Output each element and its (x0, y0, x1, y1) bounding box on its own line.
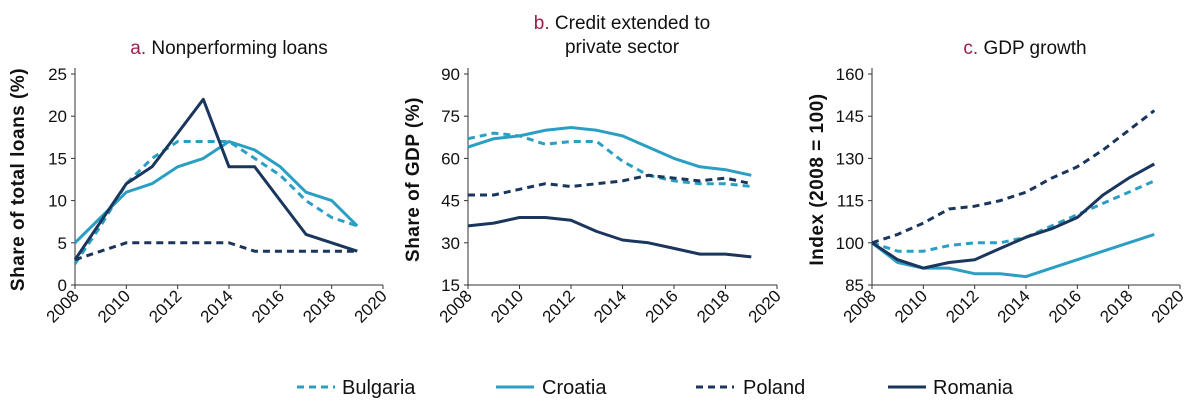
y-tick-label: 5 (58, 234, 67, 253)
series-line-romania (871, 162, 1156, 270)
y-tick-label: 20 (48, 107, 67, 126)
y-tick-label: 90 (441, 65, 460, 84)
y-tick-label: 145 (836, 107, 864, 126)
x-tick-label: 2014 (994, 286, 1034, 326)
x-tick-label: 2010 (487, 286, 527, 326)
chart-title-text: GDP growth (983, 38, 1086, 59)
panel-letter: b. (534, 13, 555, 34)
chart-title-line: a. Nonperforming loans (130, 38, 328, 59)
series-line-romania (73, 97, 358, 261)
x-tick-label: 2016 (1045, 286, 1085, 326)
y-tick-label: 0 (58, 276, 67, 295)
chart-title-text: Credit extended to (555, 13, 710, 34)
legend-label-bulgaria: Bulgaria (342, 377, 416, 399)
x-tick-label: 2016 (248, 286, 288, 326)
series-line-bulgaria (871, 179, 1155, 253)
series-line-croatia (871, 232, 1155, 279)
x-tick-label: 2008 (43, 286, 83, 326)
x-tick-label: 2016 (642, 286, 682, 326)
chart-title-line: c. GDP growth (963, 38, 1086, 59)
legend-label-poland: Poland (743, 377, 805, 399)
chart-title-line: b. Credit extended to (534, 13, 710, 34)
y-tick-label: 130 (836, 149, 864, 168)
x-tick-label: 2020 (1148, 286, 1184, 326)
legend-label-croatia: Croatia (542, 377, 607, 399)
chart-panel-2: b. Credit extended to private sector 15 30 4… (403, 13, 785, 327)
y-tick-label: 60 (441, 149, 460, 168)
chart-panel-1: a. Nonperforming loans 0 5 10 15 20 25 2008 2010… (8, 38, 391, 327)
series-line-romania (467, 216, 752, 259)
y-tick-label: 75 (441, 107, 460, 126)
y-tick-label: 15 (48, 149, 67, 168)
chart-title-line: private sector (565, 37, 680, 58)
y-tick-label: 45 (441, 192, 460, 211)
x-tick-label: 2014 (590, 286, 630, 326)
x-tick-label: 2014 (197, 286, 237, 326)
series-line-poland (871, 109, 1156, 245)
y-axis-label: Index (2008 = 100) (807, 93, 828, 265)
y-tick-label: 15 (441, 276, 460, 295)
x-tick-label: 2012 (539, 286, 579, 326)
x-tick-label: 2018 (299, 286, 339, 326)
series-line-poland (74, 241, 358, 262)
y-tick-label: 85 (845, 276, 864, 295)
legend-label-romania: Romania (933, 377, 1014, 399)
x-tick-label: 2012 (145, 286, 185, 326)
panel-letter: a. (130, 38, 151, 59)
series-line-croatia (467, 126, 752, 177)
y-tick-label: 115 (837, 192, 864, 211)
x-tick-label: 2010 (94, 286, 134, 326)
x-tick-label: 2012 (942, 286, 982, 326)
x-tick-label: 2020 (745, 286, 785, 326)
y-tick-label: 10 (48, 192, 67, 211)
y-axis-label: Share of total loans (%) (8, 68, 29, 291)
y-tick-label: 160 (836, 65, 864, 84)
y-tick-label: 100 (836, 234, 864, 253)
x-tick-label: 2020 (351, 286, 391, 326)
x-tick-label: 2018 (1096, 286, 1136, 326)
chart-legend: Bulgaria Croatia Poland Romania (297, 377, 1014, 399)
chart-title-text: Nonperforming loans (151, 38, 327, 59)
chart-title-text: private sector (565, 37, 680, 58)
y-axis-label: Share of GDP (%) (403, 97, 424, 262)
panel-letter: c. (963, 38, 983, 59)
series-line-bulgaria (467, 131, 752, 188)
y-tick-label: 30 (441, 234, 460, 253)
x-tick-label: 2010 (891, 286, 931, 326)
x-tick-label: 2018 (693, 286, 733, 326)
y-tick-label: 25 (48, 65, 67, 84)
series-line-croatia (73, 140, 359, 244)
